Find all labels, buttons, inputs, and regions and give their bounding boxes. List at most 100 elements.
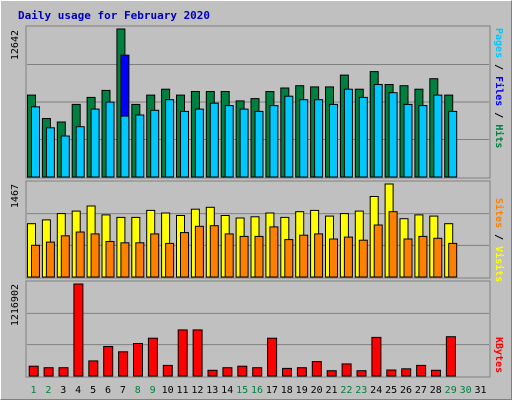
sites-bar-day-14 [224, 233, 234, 278]
pages-bar-day-8 [135, 114, 145, 178]
sites-bar-day-9 [150, 233, 160, 278]
sites-bar-day-1 [31, 244, 40, 278]
pages-bar-day-4 [75, 126, 85, 178]
sites-bar-day-20 [314, 233, 324, 278]
pages-bar-day-12 [194, 108, 204, 178]
kbytes-bar-day-26 [401, 368, 412, 377]
kbytes-bar-day-25 [386, 369, 397, 377]
sites-bar-day-11 [180, 232, 189, 278]
visits-ymax-label: 1467 [10, 184, 21, 208]
kbytes-bar-day-12 [192, 329, 203, 377]
sites-bar-day-16 [254, 235, 264, 278]
kbytes-bar-day-1 [28, 365, 39, 377]
pages-bar-day-18 [284, 95, 294, 178]
legend-part-0: Pages [493, 28, 504, 58]
sites-bar-day-24 [373, 224, 383, 278]
day-label-6: 6 [105, 385, 111, 396]
hits-ymax-label: 12642 [10, 30, 21, 60]
pages-bar-day-29 [448, 110, 458, 178]
kbytes-bar-day-4 [73, 283, 84, 377]
sites-bar-day-21 [329, 238, 338, 278]
sites-bar-day-19 [299, 234, 309, 278]
sites-bar-day-6 [105, 241, 115, 278]
sites-bar-day-29 [448, 242, 458, 278]
pages-bar-day-16 [254, 110, 264, 178]
kbytes-bar-day-17 [267, 337, 278, 377]
day-label-16: 16 [251, 385, 263, 396]
kbytes-bar-day-6 [103, 346, 114, 377]
sites-bar-day-10 [165, 242, 175, 278]
day-label-19: 19 [296, 385, 308, 396]
day-label-3: 3 [60, 385, 66, 396]
day-label-15: 15 [236, 385, 248, 396]
legend-part-2: Files [493, 76, 505, 106]
legend-part-2: Visits [493, 246, 505, 282]
sites-bar-day-26 [403, 238, 413, 278]
pages-bar-day-19 [299, 99, 309, 178]
kbytes-bar-day-23 [356, 370, 367, 377]
pages-bar-day-5 [90, 108, 100, 178]
sites-bar-day-28 [433, 237, 443, 278]
kbytes-bar-day-10 [162, 364, 173, 377]
day-label-9: 9 [150, 385, 156, 396]
day-label-18: 18 [281, 385, 293, 396]
sites-bar-day-23 [358, 239, 368, 278]
kbytes-bar-day-8 [133, 343, 143, 377]
pages-bar-day-3 [60, 135, 70, 178]
day-label-5: 5 [90, 385, 96, 396]
sites-bar-day-25 [388, 211, 398, 278]
pages-bar-day-14 [224, 105, 234, 178]
day-label-29: 29 [445, 385, 457, 396]
pages-bar-day-24 [373, 84, 383, 178]
sites-bar-day-5 [90, 233, 100, 278]
legend-part-0: Sites [493, 198, 505, 228]
pages-bar-day-11 [180, 110, 189, 178]
pages-bar-day-27 [418, 105, 428, 178]
kbytes-bar-day-7 [118, 351, 129, 377]
sites-bar-day-27 [418, 235, 428, 278]
pages-bar-day-23 [358, 96, 368, 178]
legend-part-1: / [493, 58, 504, 76]
legend-part-3: / [493, 106, 504, 124]
pages-bar-day-25 [388, 92, 398, 178]
pages-bar-day-17 [269, 105, 279, 178]
legend-part-1: / [493, 228, 504, 246]
day-label-17: 17 [266, 385, 278, 396]
pages-bar-day-1 [31, 106, 40, 178]
day-label-25: 25 [385, 385, 397, 396]
day-label-24: 24 [370, 385, 382, 396]
kbytes-bar-day-3 [58, 367, 69, 377]
pages-bar-day-7 [120, 115, 130, 178]
visits-panel-legend: Sites / Visits [493, 198, 505, 282]
kbytes-bar-day-22 [341, 363, 352, 377]
kbytes-bar-day-11 [177, 329, 188, 377]
sites-bar-day-13 [209, 225, 219, 278]
sites-bar-day-18 [284, 239, 294, 278]
kbytes-bar-day-13 [207, 369, 218, 377]
day-label-1: 1 [30, 385, 36, 396]
kbytes-bar-day-24 [371, 336, 382, 377]
sites-bar-day-12 [194, 225, 204, 278]
pages-bar-day-21 [329, 103, 338, 178]
day-label-21: 21 [325, 385, 337, 396]
day-label-20: 20 [311, 385, 323, 396]
hits-panel-legend: Pages / Files / Hits [493, 28, 505, 148]
day-label-2: 2 [45, 385, 51, 396]
pages-bar-day-22 [343, 88, 353, 178]
day-label-8: 8 [135, 385, 141, 396]
day-label-14: 14 [221, 385, 233, 396]
day-label-22: 22 [340, 385, 352, 396]
day-label-26: 26 [400, 385, 412, 396]
kbytes-bar-day-15 [237, 365, 248, 377]
pages-bar-day-26 [403, 103, 413, 178]
kbytes-panel-legend: KBytes [493, 337, 504, 373]
sites-bar-day-15 [239, 235, 249, 278]
sites-bar-day-22 [343, 236, 353, 278]
day-label-10: 10 [162, 385, 174, 396]
kbytes-bar-day-21 [326, 370, 337, 377]
day-label-4: 4 [75, 385, 81, 396]
kbytes-bar-day-9 [147, 337, 158, 377]
day-label-7: 7 [120, 385, 126, 396]
day-label-31: 31 [474, 385, 486, 396]
